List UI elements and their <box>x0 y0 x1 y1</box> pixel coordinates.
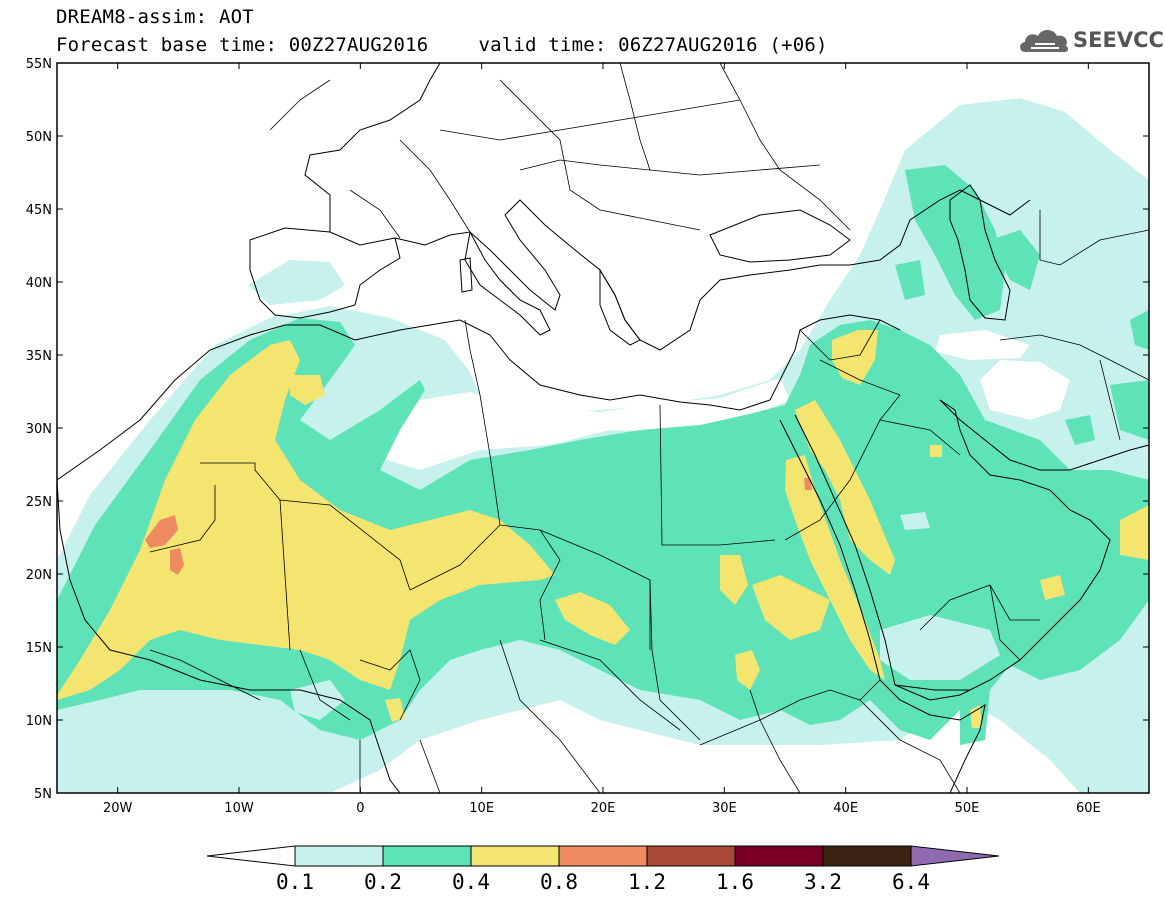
colorbar-under-arrow <box>206 845 296 867</box>
colorbar-over-arrow <box>910 845 1000 867</box>
lat-tick-label: 35N <box>26 349 52 364</box>
lon-tick-label: 10E <box>469 801 494 816</box>
colorbar-level-label: 0.2 <box>364 870 402 894</box>
aot-band-0-4 <box>57 330 1149 728</box>
colorbar-level-label: 6.4 <box>892 870 930 894</box>
lat-tick-label: 20N <box>26 568 52 583</box>
lon-tick-label: 30E <box>712 801 737 816</box>
lat-tick-label: 55N <box>26 57 52 72</box>
colorbar <box>206 845 1000 867</box>
colorbar-level-label: 3.2 <box>804 870 842 894</box>
lat-tick-label: 45N <box>26 203 52 218</box>
lat-tick-label: 25N <box>26 495 52 510</box>
lon-tick-label: 40E <box>833 801 858 816</box>
colorbar-level-label: 0.1 <box>276 870 314 894</box>
colorbar-swatch <box>294 845 384 867</box>
lat-tick-label: 10N <box>26 714 52 729</box>
cloud-icon <box>1020 30 1069 53</box>
seevccc-logo: SEEVCCC <box>1017 22 1165 58</box>
colorbar-level-label: 1.2 <box>628 870 666 894</box>
colorbar-swatch <box>822 845 912 867</box>
base-time-label: Forecast base time: 00Z27AUG2016 <box>56 34 429 56</box>
lat-tick-label: 30N <box>26 422 52 437</box>
lon-tick-label: 50E <box>955 801 980 816</box>
time-info: Forecast base time: 00Z27AUG2016 valid ti… <box>56 34 828 56</box>
coastlines <box>57 63 1149 793</box>
lon-tick-labels: 20W 10W 0 10E 20E 30E 40E 50E 60E <box>103 801 1101 816</box>
colorbar-swatch <box>734 845 824 867</box>
logo-text: SEEVCCC <box>1073 28 1165 52</box>
lon-tick-label: 10W <box>224 801 254 816</box>
lon-tick-label: 20E <box>591 801 616 816</box>
colorbar-swatch <box>382 845 472 867</box>
colorbar-swatch <box>470 845 560 867</box>
colorbar-swatch <box>558 845 648 867</box>
colorbar-level-label: 0.4 <box>452 870 490 894</box>
valid-time-label: valid time: 06Z27AUG2016 (+06) <box>478 34 828 56</box>
lat-tick-label: 15N <box>26 641 52 656</box>
aot-low-holes <box>290 512 1000 720</box>
lat-tick-label: 5N <box>34 787 52 802</box>
colorbar-level-label: 0.8 <box>540 870 578 894</box>
lon-tick-label: 20W <box>103 801 133 816</box>
map-title: DREAM8-assim: AOT <box>56 6 254 28</box>
aot-field <box>57 63 1149 793</box>
country-borders <box>149 63 1149 793</box>
lat-tick-label: 50N <box>26 130 52 145</box>
lat-tick-label: 40N <box>26 276 52 291</box>
lon-tick-label: 60E <box>1076 801 1101 816</box>
colorbar-swatch <box>646 845 736 867</box>
tick-marks <box>57 62 1149 794</box>
lat-tick-labels: 55N 50N 45N 40N 35N 30N 25N 20N 15N 10N 5N <box>26 57 52 802</box>
lon-tick-label: 0 <box>356 801 364 816</box>
colorbar-level-label: 1.6 <box>716 870 754 894</box>
